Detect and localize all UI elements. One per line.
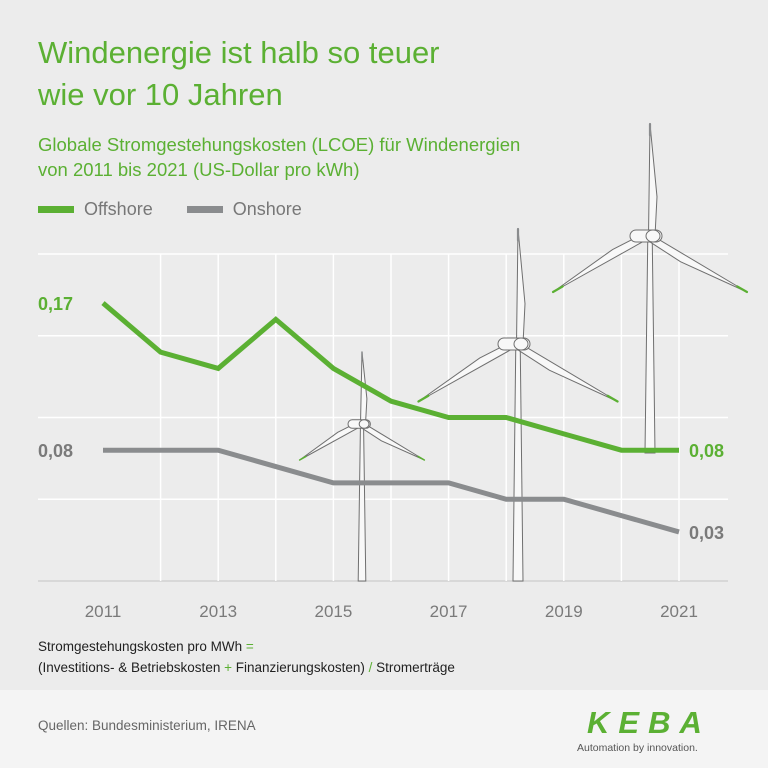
- legend-item-onshore: Onshore: [186, 198, 302, 220]
- footer: Quellen: Bundesministerium, IRENA KEBA A…: [0, 690, 768, 768]
- title-line-2: wie vor 10 Jahren: [38, 77, 283, 112]
- series-start-label: 0,08: [38, 441, 73, 461]
- turbine-tower: [357, 423, 367, 582]
- legend-label-offshore: Offshore: [84, 198, 153, 219]
- keba-logo: KEBA Automation by innovation.: [577, 705, 750, 756]
- legend-label-onshore: Onshore: [232, 198, 302, 219]
- x-tick-label: 2015: [314, 602, 352, 621]
- turbine-blade: [646, 234, 748, 293]
- turbine-blade: [359, 422, 425, 461]
- turbine-blade-tip: [551, 285, 564, 294]
- legend-swatch-onshore: [186, 205, 223, 213]
- series-line-offshore: [101, 301, 679, 453]
- turbine-blade-tip: [736, 285, 749, 294]
- legend-item-offshore: Offshore: [38, 199, 153, 220]
- formula-text-1: Stromgestehungskosten pro MWh: [38, 639, 243, 654]
- turbine-large: [551, 122, 749, 454]
- chart-subtitle: Globale Stromgestehungskosten (LCOE) für…: [38, 132, 638, 182]
- formula-text-2: (Investitions- & Betriebskosten: [38, 660, 221, 675]
- turbine-tower: [644, 235, 656, 454]
- turbine-tower: [512, 343, 524, 582]
- turbine-blade-tip: [298, 455, 307, 461]
- series-end-label: 0,03: [689, 523, 724, 543]
- chart-legend: Offshore Onshore: [38, 198, 336, 220]
- turbine-hub: [645, 229, 661, 243]
- turbine-blade-tip: [417, 455, 426, 461]
- turbine-blade: [514, 342, 618, 402]
- formula-text-3: Finanzierungskosten): [235, 660, 365, 675]
- formula-plus: +: [224, 660, 232, 675]
- turbine-blade: [515, 228, 526, 345]
- turbine-hub: [358, 419, 370, 429]
- x-tick-label: 2013: [199, 602, 237, 621]
- page-title: Windenergie ist halb so teuer wie vor 10…: [38, 32, 638, 116]
- formula-line-2: (Investitions- & Betriebskosten + Finanz…: [38, 657, 455, 678]
- x-tick-label: 2017: [430, 602, 468, 621]
- turbine-blade-tip: [417, 394, 430, 403]
- x-tick-label: 2021: [660, 602, 698, 621]
- subtitle-line-2: von 2011 bis 2021 (US-Dollar pro kWh): [38, 159, 360, 180]
- series-end-label: 0,08: [689, 441, 724, 461]
- turbine-blade-tip: [606, 394, 619, 403]
- series-line-onshore: [103, 447, 680, 535]
- keba-logo-text: KEBA: [587, 708, 711, 736]
- turbine-small: [298, 351, 426, 582]
- keba-logo-mark: KEBA: [587, 705, 711, 740]
- formula-equals: =: [245, 639, 254, 654]
- series-start-label: 0,17: [38, 294, 73, 314]
- chart-series: [101, 301, 680, 535]
- legend-swatch-offshore: [38, 205, 74, 213]
- subtitle-line-1: Globale Stromgestehungskosten (LCOE) für…: [38, 134, 521, 155]
- turbine-hub: [513, 337, 529, 351]
- wind-turbine-illustrations: [298, 122, 749, 582]
- title-line-1: Windenergie ist halb so teuer: [38, 35, 440, 70]
- line-chart: 2011 2013 2015 2017 2019 2021 0,17 0,08 0,08 0,03: [38, 122, 749, 621]
- logo-tagline: Automation by innovation.: [577, 742, 698, 754]
- formula-divide: /: [368, 660, 373, 675]
- grid-lines: [38, 253, 728, 582]
- formula-line-1: Stromgestehungskosten pro MWh =: [38, 636, 455, 657]
- x-tick-label: 2019: [545, 602, 583, 621]
- turbine-medium: [417, 227, 619, 582]
- x-tick-label: 2011: [85, 602, 122, 621]
- turbine-blade: [647, 123, 658, 237]
- sources-text: Quellen: Bundesministerium, IRENA: [38, 718, 256, 733]
- lcoe-formula: Stromgestehungskosten pro MWh = (Investi…: [38, 636, 455, 678]
- formula-text-4: Stromerträge: [376, 660, 455, 675]
- chart-labels: 2011 2013 2015 2017 2019 2021 0,17 0,08 0,08 0,03: [38, 294, 724, 621]
